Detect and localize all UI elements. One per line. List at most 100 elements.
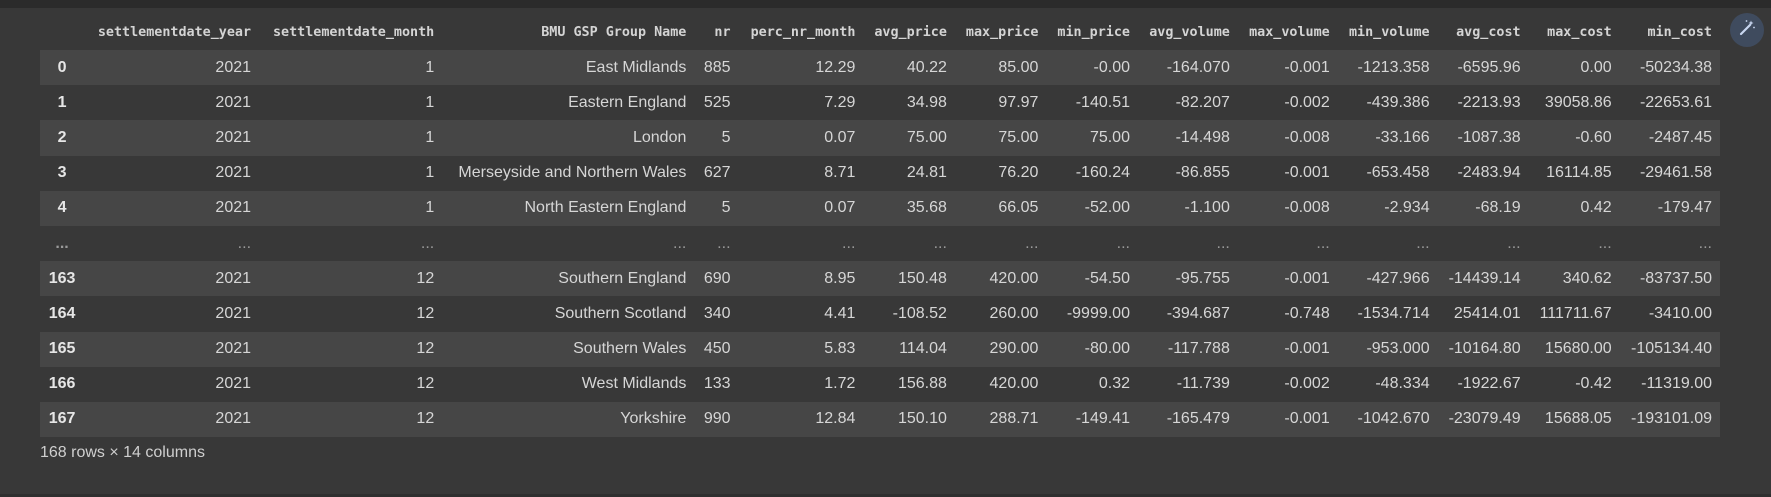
table-cell: -1.100 [1184, 199, 1230, 217]
table-cell: ... [1316, 234, 1330, 252]
magic-wand-button[interactable] [1730, 13, 1764, 47]
header-index [40, 14, 84, 50]
table-row: ........................................… [40, 225, 1720, 262]
table-cell: 12 [416, 269, 435, 287]
table-cell: 450 [703, 340, 731, 358]
table-cell: East Midlands [585, 58, 687, 76]
table-cell: Merseyside and Northern Wales [458, 164, 687, 182]
table-cell: 39058.86 [1544, 93, 1612, 111]
table-cell: 420.00 [989, 269, 1039, 287]
table-cell: Southern England [558, 269, 687, 287]
table-cell: -105134.40 [1631, 340, 1712, 358]
table-cell: 2021 [215, 164, 252, 182]
table-cell: 2021 [215, 269, 252, 287]
row-index: 3 [57, 164, 67, 182]
table-cell: 627 [703, 164, 731, 182]
table-row: 0 2021 1 East Midlands 885 12.29 40.22 85.00 -0.… [40, 50, 1720, 86]
table-cell: ... [1216, 234, 1230, 252]
table-cell: 12 [416, 375, 435, 393]
table-cell: 5 [721, 128, 731, 146]
table-cell: -2483.94 [1457, 164, 1521, 182]
table-cell: 288.71 [989, 410, 1039, 428]
table-cell: 16114.85 [1546, 164, 1612, 182]
row-index: 164 [48, 304, 76, 322]
table-cell: 76.20 [998, 164, 1039, 182]
row-index: 4 [57, 199, 67, 217]
table-cell: 290.00 [989, 340, 1039, 358]
table-cell: -0.001 [1284, 269, 1330, 287]
column-header: settlementdate_year [97, 24, 252, 40]
column-header: nr [714, 24, 731, 40]
table-cell: -0.001 [1284, 410, 1330, 428]
table-cell: -6595.96 [1457, 58, 1521, 76]
cell-bottom-border [0, 494, 1771, 497]
table-cell: 40.22 [906, 58, 947, 76]
table-cell: 525 [703, 93, 731, 111]
table-cell: 0.07 [824, 199, 856, 217]
magic-wand-icon [1738, 19, 1756, 42]
table-cell: 150.10 [897, 410, 947, 428]
table-cell: 12.29 [815, 58, 856, 76]
table-cell: -1922.67 [1457, 375, 1521, 393]
column-header: avg_cost [1456, 24, 1521, 40]
table-cell: ... [420, 234, 435, 252]
table-cell: 885 [703, 58, 731, 76]
table-cell: Southern Scotland [554, 304, 687, 322]
table-cell: 75.00 [906, 128, 947, 146]
table-row: 163 2021 12 Southern England 690 8.95 150.48 42… [40, 261, 1720, 297]
table-cell: 2021 [215, 58, 252, 76]
dataframe-table: settlementdate_year settlementdate_month B… [40, 14, 1720, 438]
table-cell: West Midlands [581, 375, 687, 393]
table-body: 0 2021 1 East Midlands 885 12.29 40.22 85.00 -0.… [40, 50, 1720, 438]
table-cell: ... [237, 234, 252, 252]
table-cell: North Eastern England [524, 199, 687, 217]
table-row: 1 2021 1 Eastern England 525 7.29 34.98 97.97 -1… [40, 85, 1720, 121]
table-header: settlementdate_year settlementdate_month B… [40, 14, 1720, 50]
table-cell: -1087.38 [1457, 128, 1521, 146]
row-index: 167 [48, 410, 76, 428]
table-cell: 156.88 [897, 375, 947, 393]
table-cell: -2.934 [1384, 199, 1430, 217]
column-header: min_volume [1348, 24, 1430, 40]
table-cell: 75.00 [998, 128, 1039, 146]
table-cell: 15680.00 [1544, 340, 1612, 358]
table-cell: -2213.93 [1457, 93, 1521, 111]
table-cell: 12.84 [815, 410, 856, 428]
table-cell: -0.42 [1575, 375, 1612, 393]
table-cell: -95.755 [1175, 269, 1230, 287]
table-cell: 15688.05 [1544, 410, 1612, 428]
table-cell: 2021 [215, 375, 252, 393]
table-cell: 7.29 [824, 93, 856, 111]
table-cell: -52.00 [1084, 199, 1130, 217]
table-row: 164 2021 12 Southern Scotland 340 4.41 -108.52… [40, 296, 1720, 332]
table-cell: -86.855 [1175, 164, 1230, 182]
table-cell: -1213.358 [1357, 58, 1430, 76]
table-cell: -0.001 [1284, 58, 1330, 76]
table-cell: 0.32 [1098, 375, 1130, 393]
row-index: 165 [48, 340, 76, 358]
column-header: max_price [965, 24, 1039, 40]
table-cell: -140.51 [1075, 93, 1130, 111]
table-cell: -14439.14 [1448, 269, 1521, 287]
column-header: perc_nr_month [750, 24, 856, 40]
table-cell: -439.386 [1366, 93, 1430, 111]
table-cell: -165.479 [1166, 410, 1230, 428]
table-cell: 133 [703, 375, 731, 393]
table-cell: 2021 [215, 128, 252, 146]
dataframe-output: settlementdate_year settlementdate_month B… [40, 14, 1720, 438]
table-cell: 24.81 [906, 164, 947, 182]
table-cell: -0.60 [1575, 128, 1612, 146]
table-cell: -0.008 [1284, 199, 1330, 217]
table-cell: 12 [416, 304, 435, 322]
table-cell: 1 [425, 93, 435, 111]
table-cell: ... [673, 234, 687, 252]
table-cell: 340 [703, 304, 731, 322]
table-cell: -953.000 [1366, 340, 1430, 358]
table-cell: 1 [425, 58, 435, 76]
table-cell: ... [1416, 234, 1430, 252]
table-cell: -149.41 [1075, 410, 1130, 428]
table-cell: -83737.50 [1639, 269, 1712, 287]
table-cell: 35.68 [906, 199, 947, 217]
table-cell: -164.070 [1166, 58, 1230, 76]
table-cell: -0.001 [1284, 164, 1330, 182]
